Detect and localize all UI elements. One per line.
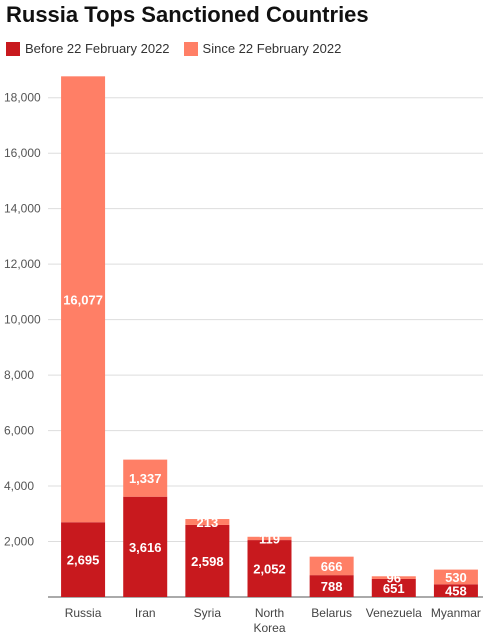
x-tick-label-line: Korea <box>253 621 285 635</box>
x-tick-label-line: Russia <box>65 606 102 620</box>
data-label: 16,077 <box>63 292 103 307</box>
x-tick-label: Syria <box>194 606 222 620</box>
bar-before <box>247 540 292 597</box>
bar-since <box>185 519 230 525</box>
x-tick-label-line: Myanmar <box>431 606 481 620</box>
x-tick-label: Venezuela <box>366 606 422 620</box>
data-label: 96 <box>387 571 401 586</box>
legend-label-before: Before 22 February 2022 <box>25 41 170 56</box>
legend: Before 22 February 2022 Since 22 Februar… <box>6 41 355 56</box>
y-tick-label: 14,000 <box>4 202 41 216</box>
x-tick-label-line: Venezuela <box>366 606 422 620</box>
bar-since <box>371 576 416 579</box>
bar-before <box>185 524 230 597</box>
data-label: 530 <box>445 570 467 585</box>
legend-label-since: Since 22 February 2022 <box>202 41 342 56</box>
x-tick-label: North Korea <box>253 606 285 635</box>
bar-since <box>433 569 478 585</box>
legend-swatch-since <box>183 41 198 56</box>
y-tick-label: 4,000 <box>4 479 34 493</box>
bar-before <box>309 575 354 597</box>
bar-before <box>371 578 416 597</box>
data-label: 666 <box>321 559 343 574</box>
x-tick-label-line: North <box>255 606 284 620</box>
bar-since <box>247 536 292 541</box>
data-label: 788 <box>321 579 343 594</box>
chart-title: Russia Tops Sanctioned Countries <box>6 2 369 27</box>
y-tick-label: 6,000 <box>4 424 34 438</box>
y-tick-label: 10,000 <box>4 313 41 327</box>
data-label: 3,616 <box>129 540 162 555</box>
x-tick-label: Russia <box>65 606 102 620</box>
bar-since <box>309 556 354 576</box>
data-label: 2,052 <box>253 562 286 577</box>
data-label: 2,598 <box>191 554 224 569</box>
bar-before <box>123 496 168 597</box>
data-label: 651 <box>383 581 405 596</box>
bar-since <box>123 459 168 497</box>
x-tick-label: Myanmar <box>431 606 481 620</box>
legend-swatch-before <box>6 41 20 56</box>
bar-since <box>61 76 106 523</box>
bar-before <box>433 584 478 597</box>
x-tick-label-line: Belarus <box>311 606 352 620</box>
x-tick-label: Iran <box>135 606 156 620</box>
y-tick-label: 8,000 <box>4 368 34 382</box>
data-label: 213 <box>197 515 219 530</box>
data-label: 458 <box>445 584 467 599</box>
y-tick-label: 16,000 <box>4 146 41 160</box>
x-tick-label: Belarus <box>311 606 352 620</box>
data-label: 1,337 <box>129 471 162 486</box>
data-label: 119 <box>259 531 280 546</box>
bar-before <box>61 522 106 597</box>
y-tick-label: 2,000 <box>4 535 34 549</box>
legend-item-before: Before 22 February 2022 <box>6 41 170 56</box>
x-tick-label-line: Syria <box>194 606 222 620</box>
y-tick-label: 12,000 <box>4 257 41 271</box>
data-label: 2,695 <box>67 553 100 568</box>
legend-item-since: Since 22 February 2022 <box>183 41 342 56</box>
y-tick-label: 18,000 <box>4 91 41 105</box>
x-tick-label-line: Iran <box>135 606 156 620</box>
